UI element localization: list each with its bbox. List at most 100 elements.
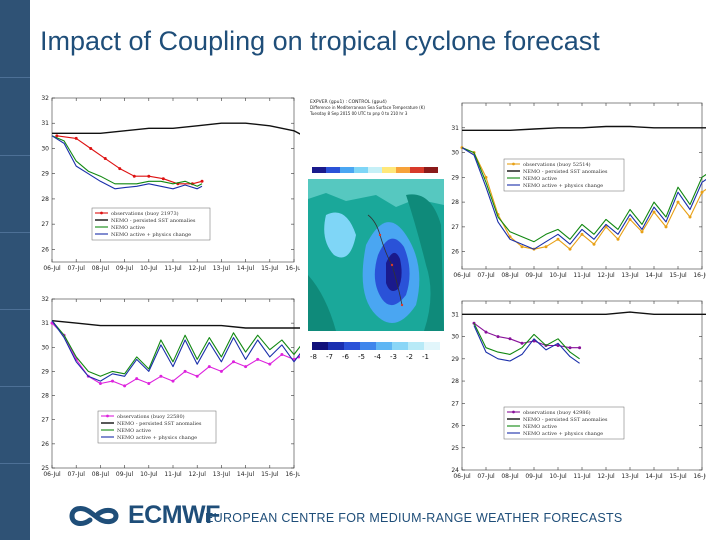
legend-label: NEMO - persisted SST anomalies: [523, 417, 608, 423]
data-point: [268, 362, 272, 366]
series-line: [52, 122, 300, 135]
y-tick-label: 28: [451, 199, 459, 206]
data-point: [508, 337, 512, 341]
legend-label: NEMO active: [523, 424, 557, 430]
organization-name: EUROPEAN CENTRE FOR MEDIUM-RANGE WEATHER…: [205, 511, 623, 525]
series-line: [51, 320, 300, 329]
y-tick-label: 31: [451, 125, 459, 132]
series-line: [473, 322, 580, 360]
legend-box: [503, 406, 625, 440]
x-tick-label: 12-Jul: [189, 471, 207, 478]
legend-label: observations (buoy 22580): [117, 413, 185, 420]
colorbar-label: -1: [422, 353, 429, 361]
data-point: [676, 200, 680, 204]
data-point: [556, 237, 560, 241]
legend-box: [503, 158, 625, 192]
map-bottom-colorbar: -8 -7 -6 -5 -4 -3 -2 -1: [310, 342, 440, 361]
data-point: [159, 374, 163, 378]
legend-marker: [100, 211, 103, 215]
data-point: [98, 382, 102, 385]
legend-label: NEMO active + physics change: [523, 183, 603, 189]
x-tick-label: 06-Jul: [43, 265, 61, 272]
x-tick-label: 09-Jul: [525, 272, 543, 279]
legend-label: NEMO active + physics change: [523, 431, 603, 437]
x-tick-label: 10-Jul: [549, 272, 567, 279]
data-point: [664, 225, 668, 229]
y-tick-label: 25: [41, 465, 49, 472]
legend-box: [97, 410, 217, 444]
map-header-line-3: Tuesday 8 Sep 2015 00 UTC to pnp 0 to 21…: [309, 111, 408, 116]
data-point: [652, 210, 656, 214]
x-tick-label: 09-Jul: [525, 473, 543, 480]
data-point: [55, 134, 59, 138]
x-tick-label: 14-Jul: [645, 473, 663, 480]
legend-label: NEMO - persisted SST anomalies: [523, 169, 608, 175]
data-point: [183, 369, 187, 373]
data-point: [280, 353, 284, 357]
data-point: [544, 245, 548, 249]
x-tick-label: 08-Jul: [501, 473, 519, 480]
data-point: [207, 365, 211, 369]
data-point: [578, 346, 582, 350]
legend-label: observations (buoy 42986): [523, 409, 591, 416]
series-line: [51, 320, 300, 382]
sst-chart-top-left: 06-Jul 07-Jul 08-Jul 09-Jul 10-Jul 11-Jul 12-J…: [36, 92, 300, 276]
map-field: [308, 179, 444, 331]
x-tick-label: 08-Jul: [501, 272, 519, 279]
y-tick-label: 30: [451, 334, 459, 341]
data-point: [496, 335, 500, 339]
colorbar-label: -7: [326, 353, 333, 361]
y-tick-label: 28: [451, 378, 459, 385]
series-line: [51, 320, 300, 377]
x-tick-label: 12-Jul: [189, 265, 207, 272]
x-tick-label: 11-Jul: [573, 473, 591, 480]
x-tick-label: 10-Jul: [549, 473, 567, 480]
y-tick-label: 31: [41, 320, 49, 327]
sidebar-bar: [0, 0, 30, 540]
data-point: [640, 230, 644, 234]
x-tick-label: 15-Jul: [669, 272, 687, 279]
series-line: [51, 135, 203, 187]
series-line: [461, 147, 706, 250]
x-tick-label: 08-Jul: [92, 471, 110, 478]
chart-background: [36, 92, 300, 276]
y-tick-label: 28: [41, 393, 49, 400]
x-tick-label: 11-Jul: [573, 272, 591, 279]
y-tick-label: 26: [41, 246, 49, 253]
data-point: [592, 242, 596, 246]
y-tick-label: 26: [451, 423, 459, 430]
colorbar-label: -5: [358, 353, 365, 361]
data-point: [200, 179, 204, 183]
colorbar-label: -4: [374, 353, 382, 361]
map-top-colorbar: [312, 167, 438, 173]
x-tick-label: 06-Jul: [453, 473, 471, 480]
series-line: [461, 147, 706, 250]
legend-label: NEMO active: [523, 176, 557, 182]
data-point: [628, 217, 632, 221]
legend-label: observations (buoy 21973): [111, 210, 179, 217]
x-tick-label: 16-Jul: [285, 471, 300, 478]
x-tick-label: 11-Jul: [164, 471, 182, 478]
y-tick-label: 32: [41, 95, 49, 102]
chart-panel-top-right: 06-Jul 07-Jul 08-Jul 09-Jul 10-Jul 11-Jul 12-J…: [448, 95, 706, 283]
map-header-line-2: Difference in Mediterranean Sea Surface …: [310, 105, 425, 110]
y-tick-label: 27: [41, 221, 49, 228]
chart-background: [448, 297, 706, 484]
y-tick-label: 30: [41, 145, 49, 152]
x-tick-label: 16-Jul: [693, 473, 706, 480]
logo-wordmark: ECMWF: [128, 501, 220, 529]
x-tick-label: 10-Jul: [140, 471, 158, 478]
x-tick-label: 09-Jul: [116, 471, 134, 478]
x-tick-label: 15-Jul: [261, 471, 279, 478]
series-line: [51, 322, 300, 387]
data-point: [89, 146, 93, 150]
x-tick-label: 09-Jul: [116, 265, 134, 272]
sst-difference-map: EXPVER (gpu1) : CONTROL (gpu4) Differenc…: [306, 95, 446, 370]
y-tick-label: 27: [451, 224, 459, 231]
data-point: [244, 365, 248, 369]
y-tick-label: 29: [41, 171, 49, 178]
x-tick-label: 13-Jul: [621, 272, 639, 279]
legend-marker: [512, 410, 515, 414]
data-point: [111, 379, 114, 383]
x-tick-label: 12-Jul: [597, 473, 615, 480]
